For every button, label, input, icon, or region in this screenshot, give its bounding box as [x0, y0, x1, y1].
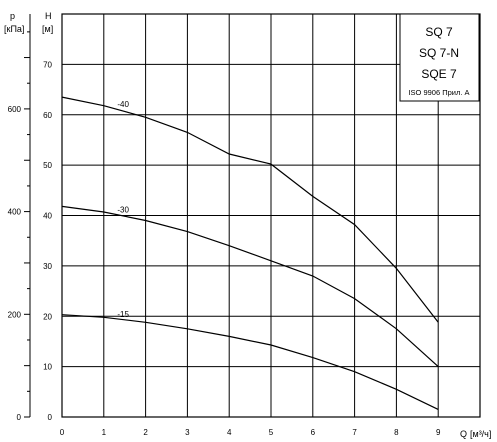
pressure-axis-title: p [10, 11, 15, 21]
curves [61, 96, 439, 410]
legend-standard: ISO 9906 Прил. А [408, 88, 469, 97]
curve--15 [61, 314, 439, 410]
pressure-tick-label: 400 [8, 208, 22, 217]
legend-model-3: SQE 7 [421, 67, 457, 81]
curve-label: -40 [117, 100, 129, 109]
pressure-tick-label: 200 [8, 310, 22, 319]
x-tick-label: 5 [269, 428, 274, 437]
x-tick-label: 8 [394, 428, 399, 437]
head-tick-label: 20 [43, 312, 52, 321]
head-axis-unit: [м] [42, 24, 53, 34]
x-tick-label: 4 [227, 428, 232, 437]
x-axis-title-unit: [м³/ч] [470, 429, 491, 439]
legend-model-1: SQ 7 [425, 25, 453, 39]
y-axis-ticks: 0 10 20 30 40 50 60 70 [43, 60, 52, 422]
x-axis-title-main: Q [460, 429, 467, 439]
head-tick-label: 10 [43, 363, 52, 372]
pressure-axis-unit: [кПа] [4, 24, 24, 34]
curve--40 [61, 96, 439, 323]
head-tick-label: 60 [43, 111, 52, 120]
x-tick-label: 7 [352, 428, 357, 437]
x-tick-label: 6 [311, 428, 316, 437]
curve-label: -30 [117, 206, 129, 215]
x-tick-label: 9 [436, 428, 441, 437]
head-axis-title: H [45, 11, 52, 21]
head-tick-label: 50 [43, 161, 52, 170]
head-tick-label: 40 [43, 212, 52, 221]
legend-model-2: SQ 7-N [419, 46, 459, 60]
pressure-scale: 0 200 400 600 [8, 14, 31, 422]
x-tick-label: 3 [185, 428, 190, 437]
curve-labels: -40 -30 -15 [117, 100, 129, 319]
x-axis-ticks: 0 1 2 3 4 5 6 7 8 9 [60, 428, 441, 437]
pressure-tick-label: 0 [17, 413, 22, 422]
legend-box: SQ 7 SQ 7-N SQE 7 ISO 9906 Прил. А [399, 13, 480, 102]
x-tick-label: 1 [102, 428, 107, 437]
x-tick-label: 0 [60, 428, 65, 437]
head-tick-label: 30 [43, 262, 52, 271]
head-tick-label: 0 [48, 413, 53, 422]
curve--30 [61, 205, 439, 368]
pressure-tick-label: 600 [8, 105, 22, 114]
plot-frame [61, 13, 481, 418]
head-tick-label: 70 [43, 60, 52, 69]
x-tick-label: 2 [143, 428, 148, 437]
curve-label: -15 [117, 310, 129, 319]
grid [61, 13, 481, 418]
